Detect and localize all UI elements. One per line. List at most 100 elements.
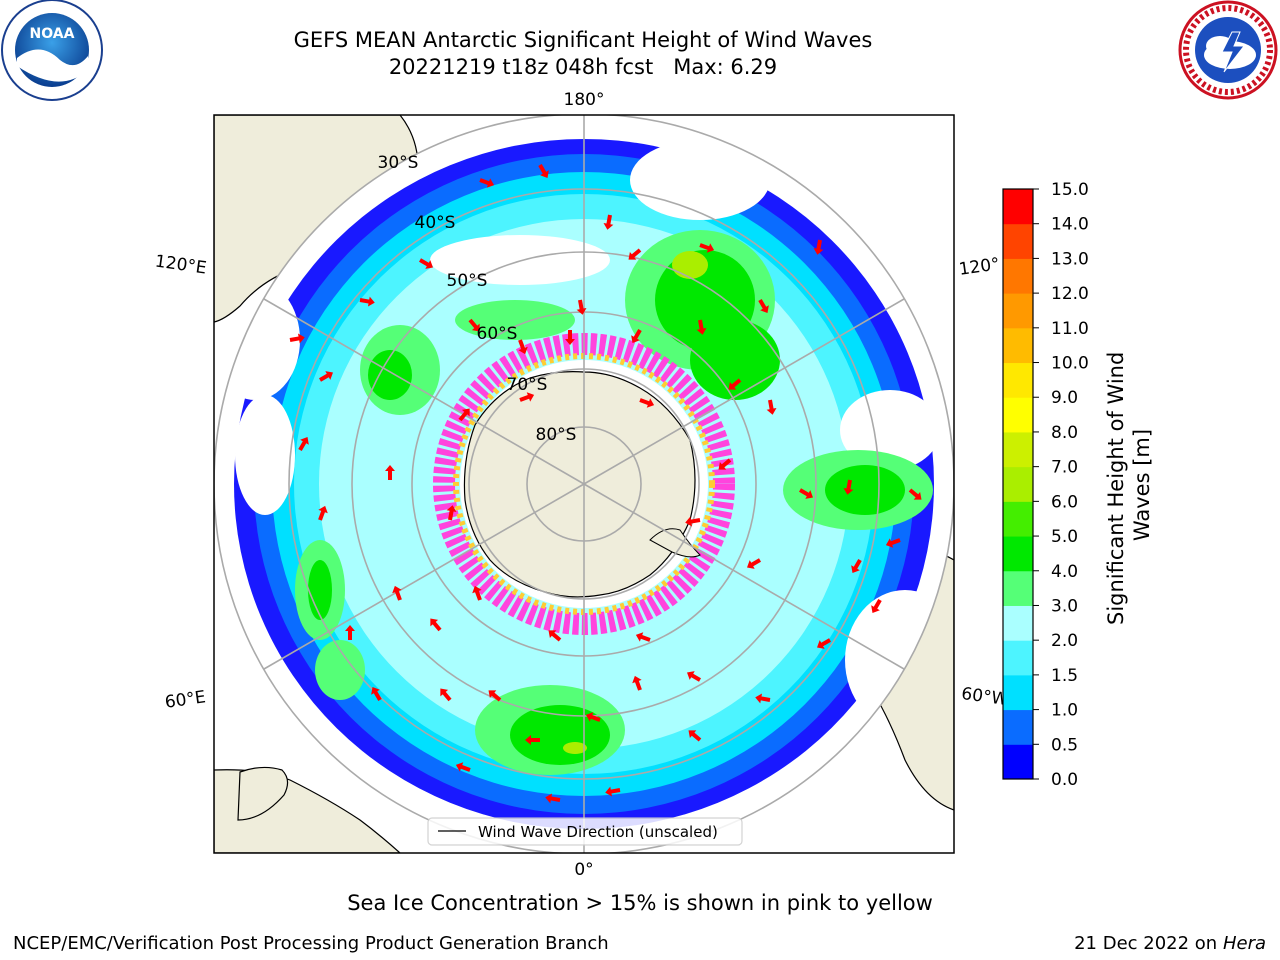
- colorbar-cell: [1003, 466, 1033, 502]
- wave-direction-arrow: [548, 630, 562, 642]
- wave-direction-arrow: [843, 479, 854, 495]
- wave-direction-arrow: [699, 243, 715, 253]
- wave-direction-arrow: [585, 712, 601, 722]
- wave-direction-arrow: [298, 437, 309, 451]
- colorbar-tick-label: 1.5: [1051, 666, 1078, 686]
- colorbar-tick-label: 0.0: [1051, 770, 1078, 790]
- latitude-label: 60°S: [477, 324, 518, 344]
- wave-direction-arrow: [538, 164, 549, 178]
- latitude-label: 70°S: [507, 375, 548, 395]
- wave-direction-arrow: [851, 559, 862, 573]
- run-machine: Hera: [1222, 933, 1266, 954]
- wave-direction-arrow: [472, 585, 482, 601]
- wave-direction-arrow: [519, 392, 535, 402]
- legend-label: Wind Wave Direction (unscaled): [478, 823, 718, 841]
- colorbar-tick-label: 10.0: [1051, 354, 1089, 374]
- wave-direction-arrow: [718, 458, 732, 470]
- colorbar-tick-label: 3.0: [1051, 596, 1078, 616]
- wave-direction-arrow: [319, 371, 333, 382]
- wave-direction-arrow: [318, 505, 328, 521]
- wave-direction-arrow: [479, 178, 495, 188]
- wave-direction-arrow: [359, 296, 375, 307]
- sea-ice-caption: Sea Ice Concentration > 15% is shown in …: [347, 891, 933, 915]
- colorbar-label-line1: Significant Height of Wind: [1104, 352, 1128, 625]
- colorbar-cell: [1003, 431, 1033, 468]
- wave-direction-arrow: [371, 687, 382, 701]
- wave-direction-arrow: [545, 793, 561, 804]
- colorbar-cell: [1003, 605, 1033, 641]
- wave-direction-arrow: [817, 638, 831, 649]
- colorbar-cell: [1003, 640, 1033, 676]
- wave-direction-arrow: [565, 330, 575, 345]
- colorbar-tick-label: 1.0: [1051, 701, 1078, 721]
- map-frame: [213, 114, 955, 854]
- wave-direction-arrow: [639, 398, 655, 408]
- colorbar-cell: [1003, 397, 1033, 433]
- colorbar-cell: [1003, 258, 1033, 294]
- colorbar-cell: [1003, 362, 1033, 398]
- wave-direction-arrow: [766, 399, 777, 415]
- noaa-logo-text: NOAA: [30, 26, 75, 42]
- wave-direction-arrow: [455, 762, 471, 772]
- wave-direction-arrow: [813, 239, 824, 255]
- latitude-label: 40°S: [415, 213, 456, 233]
- wave-direction-arrow: [430, 618, 442, 632]
- wave-direction-arrow: [755, 693, 771, 704]
- colorbar-cell: [1003, 189, 1033, 225]
- lon-label-top: 180°: [564, 90, 605, 110]
- wave-direction-arrow: [687, 671, 701, 682]
- wave-direction-arrow: [747, 558, 761, 569]
- latitude-labels: 30°S 40°S 50°S 60°S 70°S 80°S: [378, 153, 577, 445]
- wave-direction-arrow: [758, 299, 769, 313]
- colorbar-tick-label: 8.0: [1051, 423, 1078, 443]
- colorbar-label-line2: Waves [m]: [1130, 429, 1154, 541]
- colorbar-tick-label: 15.0: [1051, 180, 1089, 200]
- wave-direction-arrow: [728, 378, 742, 390]
- madagascar-land: [237, 766, 289, 821]
- run-date-text: 21 Dec 2022 on: [1074, 933, 1218, 954]
- colorbar-tick-label: 9.0: [1051, 388, 1078, 408]
- colorbar-tick-label: 14.0: [1051, 215, 1089, 235]
- wave-direction-arrow: [392, 585, 402, 601]
- wave-direction-arrow: [696, 319, 707, 335]
- lon-label-lower-left: 60°E: [164, 687, 207, 712]
- colorbar-tick-label: 6.0: [1051, 492, 1078, 512]
- colorbar-tick-label: 5.0: [1051, 527, 1078, 547]
- colorbar-cell: [1003, 674, 1033, 711]
- wave-direction-arrow: [525, 735, 540, 745]
- wave-direction-arrow: [685, 516, 701, 527]
- wave-direction-arrow: [488, 690, 502, 702]
- wave-direction-arrow: [885, 538, 901, 548]
- colorbar-label: Significant Height of Wind Waves [m]: [1104, 345, 1154, 625]
- wave-direction-arrow: [440, 688, 452, 702]
- producer-credit: NCEP/EMC/Verification Post Processing Pr…: [13, 933, 609, 954]
- colorbar-tick-label: 13.0: [1051, 249, 1089, 269]
- run-date: 21 Dec 2022 on Hera: [1074, 933, 1266, 954]
- colorbar-cell: [1003, 223, 1033, 259]
- lon-label-bottom: 0°: [574, 860, 593, 880]
- meridian-lines: [263, 115, 905, 853]
- lon-label-upper-left: 120°E: [154, 252, 208, 279]
- colorbar-cell: [1003, 293, 1033, 329]
- nws-logo: [1178, 0, 1278, 100]
- colorbar-tick-label: 0.5: [1051, 735, 1078, 755]
- colorbar-cell: [1003, 501, 1033, 537]
- wave-direction-arrow: [631, 329, 642, 343]
- wave-direction-arrow: [603, 214, 614, 230]
- wave-direction-arrow: [871, 599, 882, 613]
- wave-direction-arrow: [385, 465, 395, 480]
- colorbar-tick-label: 12.0: [1051, 284, 1089, 304]
- wave-direction-arrow: [628, 248, 642, 260]
- colorbar-cell: [1003, 709, 1033, 745]
- latitude-label: 30°S: [378, 153, 419, 173]
- colorbar-tick-label: 11.0: [1051, 319, 1089, 339]
- map-title: GEFS MEAN Antarctic Significant Height o…: [293, 28, 873, 52]
- colorbar-tick-label: 4.0: [1051, 562, 1078, 582]
- wave-direction-arrow: [908, 488, 922, 500]
- wave-direction-arrow: [289, 333, 305, 344]
- wind-wave-direction-arrows: [289, 164, 922, 804]
- wave-direction-arrow: [605, 786, 621, 797]
- wave-direction-arrow: [799, 488, 813, 499]
- colorbar-cell: [1003, 327, 1033, 364]
